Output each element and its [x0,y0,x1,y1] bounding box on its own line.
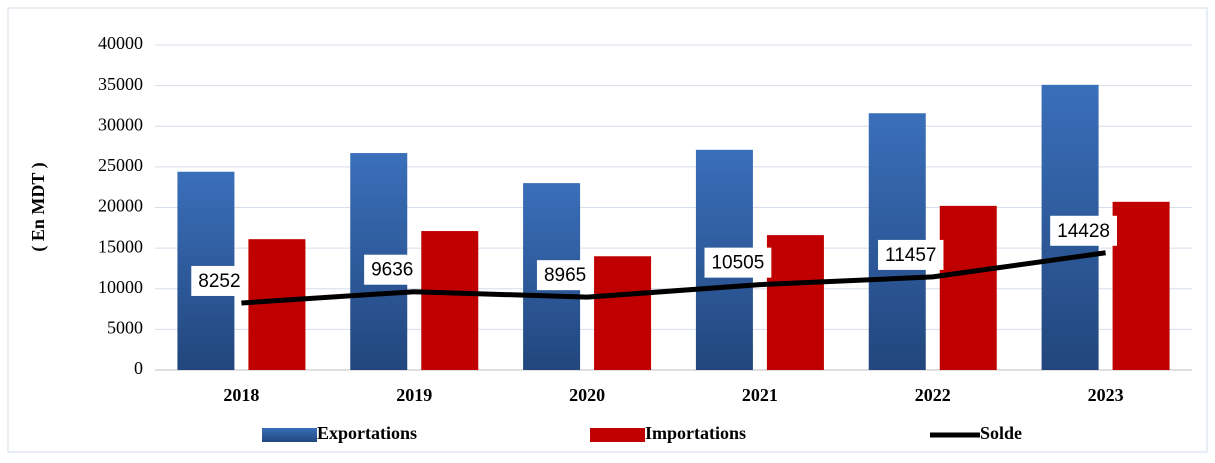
data-label-text: 9636 [371,260,413,281]
data-label-text: 14428 [1057,221,1110,242]
bar [1112,201,1170,370]
x-tick-label: 2022 [915,385,951,405]
data-label: 14428 [1050,215,1118,246]
data-label: 10505 [704,247,772,278]
data-label: 8965 [536,260,594,291]
data-label-text: 8965 [544,265,586,286]
y-tick-label: 40000 [98,33,143,53]
bar [939,205,997,370]
x-tick-label: 2018 [223,385,259,405]
data-label: 11457 [878,239,944,270]
data-label-text: 11457 [885,245,936,266]
legend-swatch [262,428,317,442]
y-tick-label: 30000 [98,114,143,134]
legend-swatch [590,428,645,442]
y-tick-label: 0 [134,358,143,378]
y-tick-label: 35000 [98,74,143,94]
y-tick-label: 15000 [98,236,143,256]
data-label: 8252 [191,265,248,296]
data-label-box [704,247,772,278]
data-label-text: 10505 [711,253,764,274]
data-label: 9636 [364,254,421,285]
x-tick-label: 2019 [396,385,432,405]
bar [594,256,652,370]
data-label-box [536,260,594,291]
y-tick-label: 25000 [98,155,143,175]
y-tick-label: 5000 [107,318,143,338]
bar [421,231,479,370]
bar [248,239,306,370]
bar [766,235,824,370]
data-label-box [191,265,248,296]
legend-label: Importations [645,423,746,443]
legend-label: Solde [980,423,1022,443]
legend-label: Exportations [317,423,417,443]
x-tick-label: 2021 [742,385,778,405]
x-tick-label: 2020 [569,385,605,405]
y-tick-label: 10000 [98,277,143,297]
y-tick-label: 20000 [98,196,143,216]
data-label-box [364,254,421,285]
line [241,250,1106,306]
x-tick-label: 2023 [1088,385,1124,405]
data-label-box [1050,215,1118,246]
data-label-text: 8252 [198,271,240,292]
y-axis-label: ( En MDT ) [28,162,49,251]
data-label-box [878,239,944,270]
